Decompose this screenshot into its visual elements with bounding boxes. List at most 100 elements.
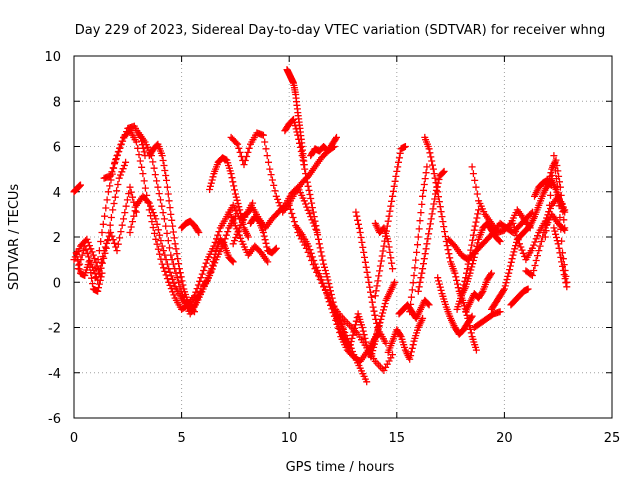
data-point bbox=[372, 287, 380, 295]
data-point bbox=[375, 322, 383, 330]
data-point bbox=[259, 131, 267, 139]
data-point bbox=[528, 244, 536, 252]
data-point bbox=[114, 240, 122, 248]
data-point bbox=[359, 243, 367, 251]
data-point bbox=[325, 280, 333, 288]
data-point bbox=[145, 199, 153, 207]
data-point bbox=[302, 244, 310, 252]
data-point bbox=[469, 257, 477, 264]
series-sat-track-25 bbox=[365, 278, 399, 359]
data-point bbox=[321, 263, 328, 271]
data-point bbox=[357, 234, 365, 241]
data-point bbox=[527, 271, 535, 279]
data-point bbox=[123, 196, 131, 204]
data-point bbox=[324, 276, 332, 284]
data-point bbox=[560, 216, 568, 224]
data-point bbox=[546, 172, 554, 180]
data-point bbox=[528, 272, 536, 279]
data-point bbox=[386, 248, 394, 256]
data-point bbox=[428, 210, 436, 218]
data-point bbox=[153, 220, 161, 228]
data-point bbox=[435, 277, 442, 285]
series-sat-track-2 bbox=[70, 181, 84, 196]
data-point bbox=[313, 268, 321, 276]
data-point bbox=[296, 143, 304, 151]
data-point bbox=[169, 222, 177, 230]
data-point bbox=[423, 163, 431, 171]
data-point bbox=[172, 245, 180, 253]
data-point bbox=[154, 226, 162, 234]
data-point bbox=[179, 281, 187, 289]
data-point bbox=[389, 265, 396, 273]
data-point bbox=[291, 122, 299, 130]
data-point bbox=[365, 278, 373, 286]
data-point bbox=[301, 165, 309, 173]
data-point bbox=[149, 209, 157, 217]
y-tick-label: 2 bbox=[53, 231, 61, 246]
data-point bbox=[434, 179, 442, 187]
data-point bbox=[556, 183, 564, 191]
data-point bbox=[111, 193, 119, 201]
data-point bbox=[131, 207, 139, 215]
data-point bbox=[138, 163, 146, 171]
data-point bbox=[320, 283, 328, 291]
data-point bbox=[267, 171, 275, 179]
data-point bbox=[89, 280, 96, 288]
y-tick-label: 0 bbox=[53, 276, 61, 291]
data-point bbox=[388, 197, 396, 205]
data-point bbox=[107, 214, 115, 221]
data-point bbox=[389, 187, 397, 195]
data-point bbox=[457, 292, 465, 300]
data-point bbox=[354, 216, 362, 224]
y-tick-label: 8 bbox=[53, 95, 61, 110]
data-point bbox=[94, 287, 102, 295]
data-point bbox=[508, 255, 516, 263]
data-point bbox=[176, 269, 184, 277]
series-sat-track-30 bbox=[406, 163, 431, 316]
data-point bbox=[408, 344, 416, 352]
data-point bbox=[534, 252, 541, 260]
data-point bbox=[420, 181, 428, 188]
data-point bbox=[323, 290, 331, 298]
data-point bbox=[426, 149, 434, 157]
data-point bbox=[83, 249, 91, 257]
data-point bbox=[542, 227, 550, 235]
data-point bbox=[446, 254, 454, 262]
data-point bbox=[99, 253, 107, 260]
data-point bbox=[556, 214, 564, 221]
data-point bbox=[550, 224, 558, 232]
data-point bbox=[309, 208, 317, 216]
data-point bbox=[408, 286, 416, 294]
data-point bbox=[313, 226, 321, 234]
data-point bbox=[349, 331, 357, 339]
data-point bbox=[149, 224, 157, 231]
data-point bbox=[368, 298, 376, 306]
data-point bbox=[510, 248, 518, 256]
data-point bbox=[167, 210, 175, 218]
grid-lines bbox=[74, 56, 612, 418]
data-point bbox=[233, 196, 241, 204]
data-point bbox=[401, 143, 409, 150]
data-point bbox=[159, 157, 167, 164]
data-point bbox=[222, 231, 230, 239]
data-point bbox=[504, 272, 512, 280]
data-point bbox=[379, 309, 387, 317]
data-point bbox=[559, 208, 567, 216]
data-point bbox=[308, 257, 316, 264]
data-point bbox=[346, 344, 353, 352]
data-point bbox=[467, 329, 475, 337]
data-point bbox=[88, 248, 96, 256]
data-point bbox=[148, 218, 156, 226]
data-point bbox=[425, 145, 433, 153]
data-point bbox=[116, 234, 124, 242]
data-point bbox=[506, 266, 514, 274]
data-point bbox=[410, 272, 418, 279]
data-point bbox=[153, 240, 161, 248]
data-point bbox=[167, 272, 175, 280]
data-point bbox=[361, 253, 368, 261]
data-point bbox=[429, 165, 437, 173]
data-point bbox=[317, 248, 325, 256]
data-point bbox=[558, 200, 566, 207]
data-point bbox=[471, 222, 479, 230]
data-point bbox=[197, 287, 205, 295]
